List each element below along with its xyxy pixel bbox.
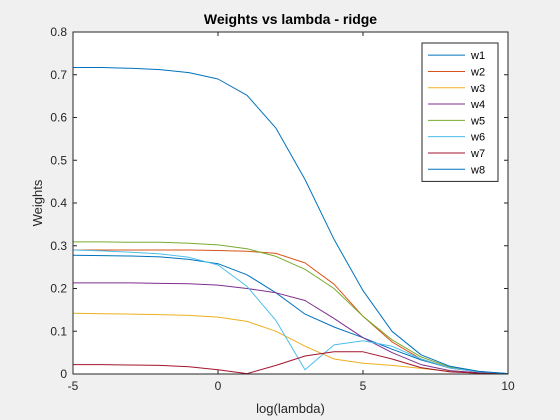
y-tick-label: 0.6	[50, 111, 67, 125]
legend-label: w1	[470, 50, 485, 62]
chart-title: Weights vs lambda - ridge	[204, 11, 377, 27]
y-tick-label: 0.8	[50, 25, 67, 39]
series-line-w4	[73, 282, 509, 375]
x-tick-label: 0	[215, 379, 222, 393]
y-axis-label: Weights	[30, 179, 45, 226]
legend-label: w2	[470, 66, 485, 78]
series-line-w5	[73, 241, 509, 375]
y-tick-label: 0.1	[50, 324, 67, 338]
y-tick-label: 0.3	[50, 239, 67, 253]
legend-entry: w1	[428, 50, 485, 62]
legend-label: w5	[470, 115, 485, 127]
legend-entry: w8	[428, 164, 485, 176]
x-tick-label: 5	[360, 379, 367, 393]
legend-label: w6	[470, 132, 485, 144]
legend-entry: w4	[428, 99, 485, 111]
x-tick-label: 10	[501, 379, 515, 393]
legend: w1 w2 w3 w4 w5 w6 w7 w8	[421, 42, 499, 182]
legend-entry: w3	[428, 83, 485, 95]
legend-label: w7	[470, 148, 485, 160]
legend-entry: w6	[428, 132, 485, 144]
series-line-w6	[72, 249, 509, 375]
y-tick-label: 0.5	[50, 153, 67, 167]
legend-box	[421, 42, 499, 182]
series-line-w7	[73, 351, 509, 375]
legend-label: w4	[470, 99, 485, 111]
legend-entry: w5	[428, 115, 485, 127]
y-tick-label: 0	[60, 367, 67, 381]
series-line-w8	[73, 67, 509, 375]
legend-label: w3	[470, 83, 485, 95]
x-axis-label: log(lambda)	[256, 401, 325, 416]
legend-entry: w2	[428, 66, 485, 78]
y-tick-label: 0.2	[50, 282, 67, 296]
y-tick-label: 0.7	[50, 68, 67, 82]
series-lines	[72, 67, 509, 375]
y-tick-label: 0.4	[50, 196, 67, 210]
legend-label: w8	[470, 164, 485, 176]
legend-entry: w7	[428, 148, 485, 160]
x-tick-label: -5	[68, 379, 79, 393]
